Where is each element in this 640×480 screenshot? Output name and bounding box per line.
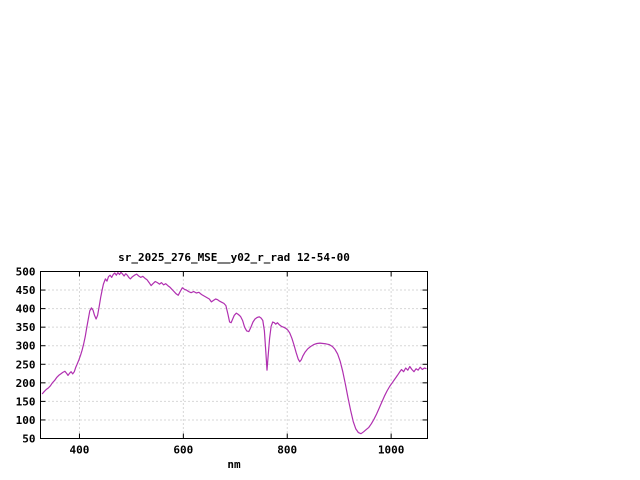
x-tick-label: 400	[70, 444, 90, 457]
y-tick-label: 400	[16, 303, 36, 316]
x-tick-label: 1000	[378, 444, 405, 457]
y-tick-label: 50	[22, 433, 35, 446]
y-tick-label: 100	[16, 414, 36, 427]
x-tick-label: 800	[277, 444, 297, 457]
y-tick-label: 300	[16, 340, 36, 353]
y-tick-label: 200	[16, 377, 36, 390]
x-axis-label: nm	[227, 458, 241, 471]
y-tick-label: 150	[16, 395, 36, 408]
series-line	[41, 271, 427, 435]
x-tick-label: 600	[173, 444, 193, 457]
chart-title: sr_2025_276_MSE__y02_r_rad 12-54-00	[118, 251, 350, 264]
plot-border	[40, 271, 428, 439]
y-tick-label: 500	[16, 266, 36, 279]
y-tick-label: 250	[16, 358, 36, 371]
y-tick-label: 450	[16, 284, 36, 297]
y-tick-label: 350	[16, 321, 36, 334]
